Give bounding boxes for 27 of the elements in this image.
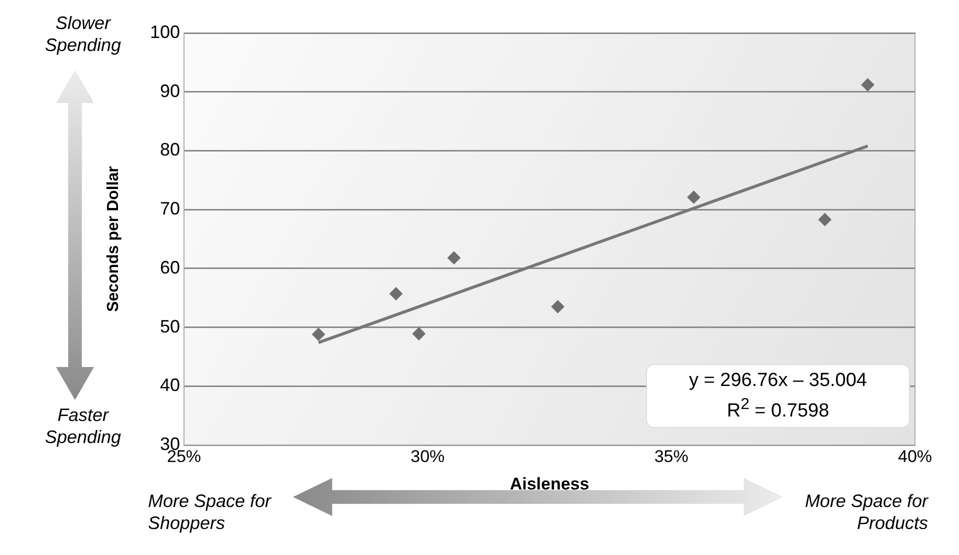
text: More Space for Products [804,490,928,534]
y-tick-label: 100 [150,22,180,42]
x-tick-label: 35% [654,446,688,466]
point [447,251,460,264]
y-tick-label: 40 [160,375,180,396]
y-tick-label: 50 [160,316,180,336]
equation-box: y = 296.76x – 35.004 R$^{2}$ = 0.7598 [646,364,910,428]
text: Faster Spending [44,404,122,448]
point [312,328,326,341]
text: More Space for Shoppers [148,490,272,534]
annotation: y = 296.76x – 35.004 [688,369,868,393]
text: Slower Spending [44,12,122,56]
point [861,78,874,92]
y-tick-label: 70 [160,198,180,219]
x-tick-label: 30% [410,446,445,466]
point [818,213,832,226]
x-axis-title: Aisleness [510,474,590,494]
point [687,190,700,204]
point [389,287,402,300]
y-tick-label: 60 [160,257,180,278]
x-tick-label: 40% [898,446,932,466]
point [551,300,564,314]
annotation: R$^{2}$ = 0.7598 [726,395,830,424]
y-tick-label: 90 [160,80,180,101]
y-tick-label: 80 [160,140,180,160]
point [412,327,426,340]
y-axis-title: Seconds per Dollar [105,166,122,312]
